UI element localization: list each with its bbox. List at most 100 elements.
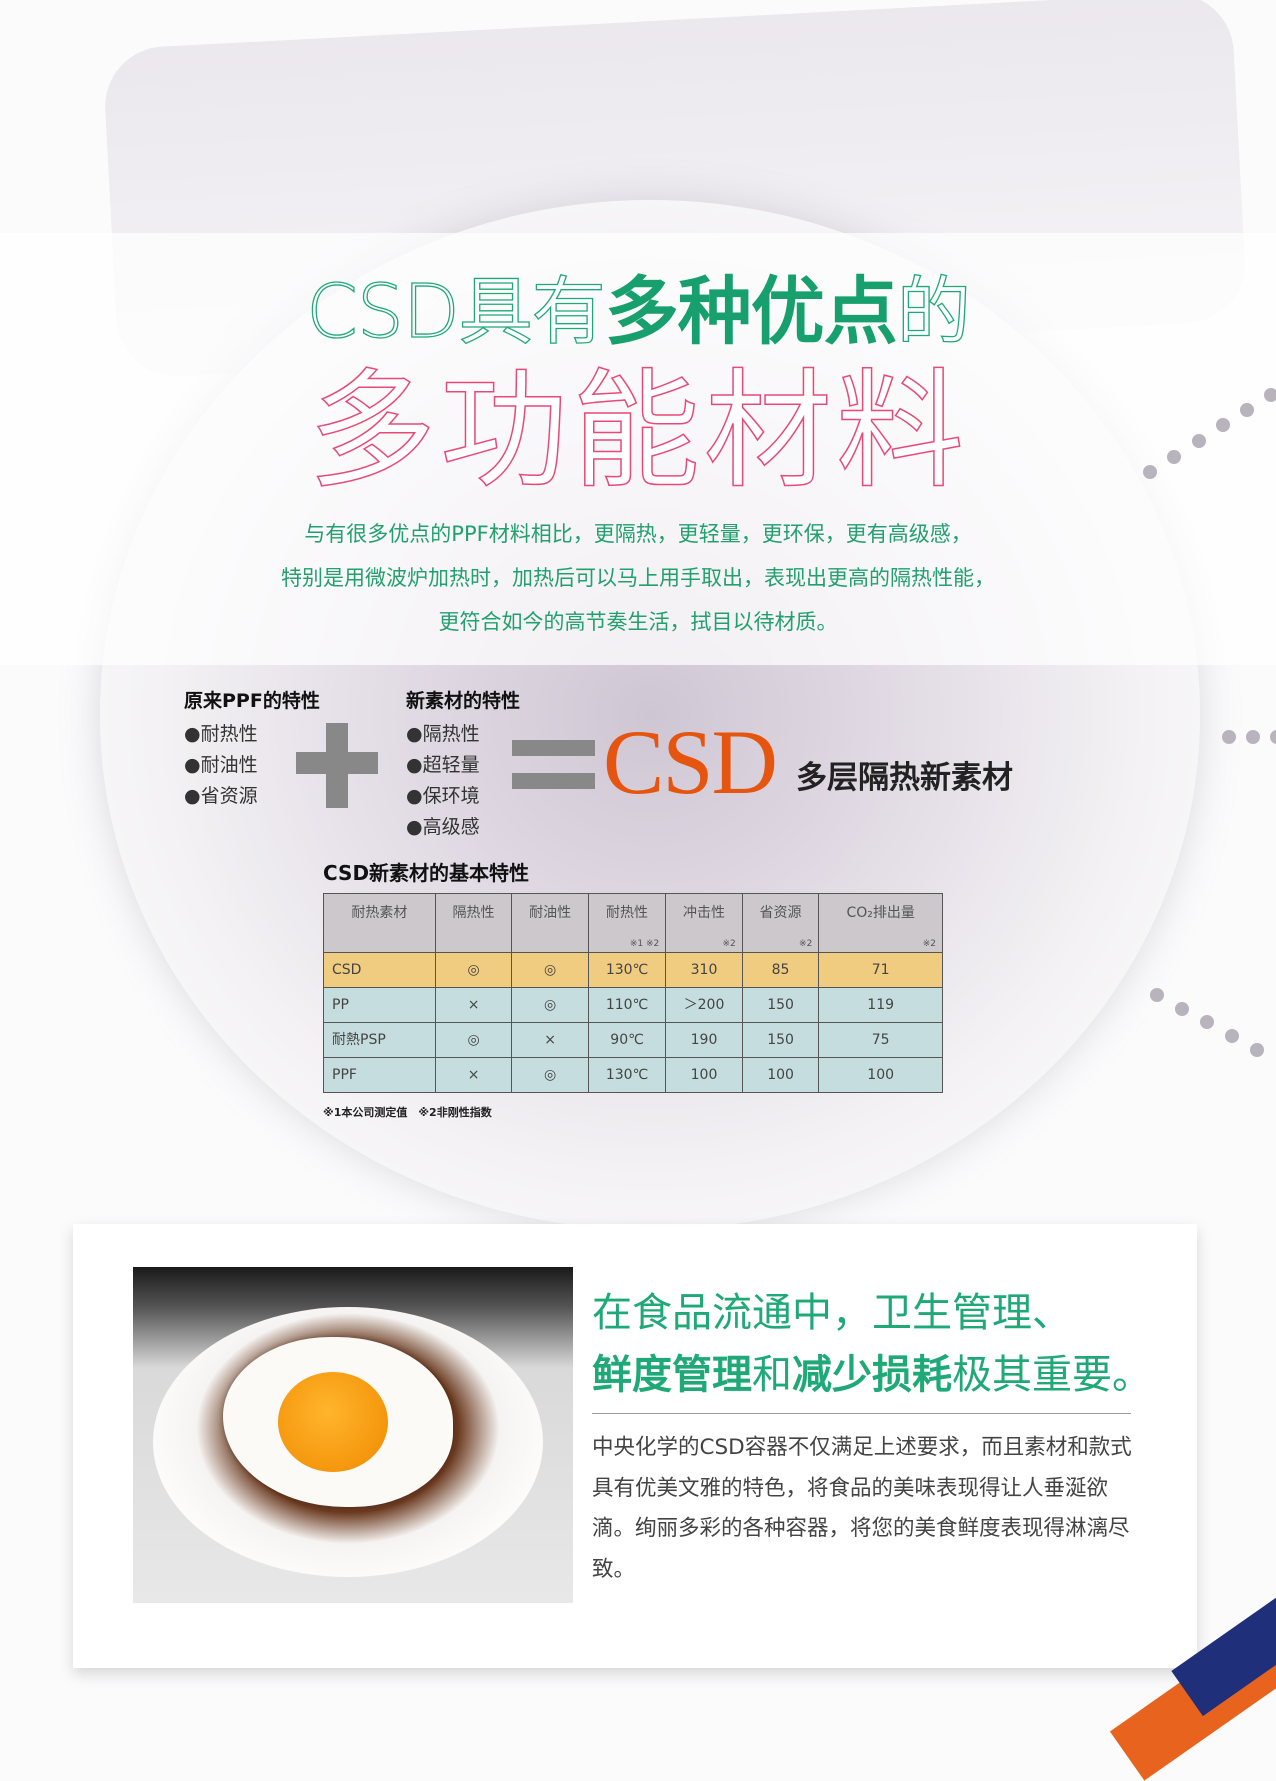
intro-line: 更符合如今的高节奏生活，拭目以待材质。 — [438, 610, 838, 634]
equals-icon — [512, 773, 595, 789]
header-cell: 冲击性 ※2 — [665, 893, 743, 953]
intro-line: 特别是用微波炉加热时，加热后可以马上用手取出，表现出更高的隔热性能， — [281, 566, 995, 590]
list-item: ●耐油性 — [184, 754, 258, 776]
dot — [1175, 1002, 1189, 1016]
dot — [1216, 418, 1230, 432]
table-cell: × — [511, 1022, 589, 1058]
table-cell: ◎ — [511, 1057, 589, 1093]
table-row: PP × ◎ 110℃ ＞200 150 119 — [323, 987, 943, 1023]
header-label: 耐热性 — [606, 905, 649, 921]
header-cell: 省资源 ※2 — [741, 893, 820, 953]
divider — [592, 1413, 1131, 1414]
table-cell: 310 — [665, 952, 743, 988]
table-cell: ＞200 — [665, 987, 743, 1023]
header-cell: 耐热性 ※1 ※2 — [587, 893, 667, 953]
table-cell: × — [434, 1057, 513, 1093]
old-properties: 原来PPF的特性 ●耐热性 ●耐油性 ●省资源 — [184, 686, 320, 812]
headline-line-2: 鲜度管理和减少损耗极其重要。 — [592, 1344, 1152, 1406]
dot — [1143, 465, 1157, 479]
table-cell: ◎ — [434, 1022, 513, 1058]
properties-table: 耐热素材 隔热性 耐油性 耐热性 ※1 ※2 冲击性 ※2 省资源 ※2 CO₂排出量… — [323, 893, 943, 1093]
header-cell: 耐热素材 — [323, 893, 436, 953]
dot — [1225, 1029, 1239, 1043]
table-cell: 75 — [818, 1022, 943, 1058]
list-item: ●保环境 — [406, 785, 480, 807]
list-item: ●超轻量 — [406, 754, 480, 776]
table-cell: 85 — [741, 952, 820, 988]
table-cell: 130℃ — [587, 1057, 667, 1093]
dot — [1150, 988, 1164, 1002]
header-label: 耐热素材 — [351, 905, 408, 921]
table-cell: 110℃ — [587, 987, 667, 1023]
headline-bold: 减少损耗 — [792, 1352, 952, 1398]
dot — [1192, 434, 1206, 448]
table-cell: PP — [323, 987, 436, 1023]
table-cell: × — [434, 987, 513, 1023]
header-cell: 隔热性 — [434, 893, 513, 953]
dot — [1167, 450, 1181, 464]
table-footnote: ※1本公司测定值 ※2非刚性指数 — [323, 1106, 492, 1119]
dot — [1200, 1015, 1214, 1029]
header-note: ※2 — [722, 939, 736, 949]
table-cell: 150 — [741, 1022, 820, 1058]
dot — [1246, 730, 1260, 744]
list-item: ●省资源 — [184, 785, 258, 807]
header-label: CO₂排出量 — [846, 905, 915, 921]
header-note: ※2 — [799, 939, 813, 949]
dot — [1264, 388, 1276, 402]
header-note: ※2 — [922, 939, 936, 949]
table-row: CSD ◎ ◎ 130℃ 310 85 71 — [323, 952, 943, 988]
list-item: ●耐热性 — [184, 723, 258, 745]
table-cell: 耐熱PSP — [323, 1022, 436, 1058]
table-cell: 100 — [818, 1057, 943, 1093]
intro-line: 与有很多优点的PPF材料相比，更隔热，更轻量，更环保，更有高级感， — [304, 522, 972, 546]
feature-headline: 在食品流通中，卫生管理、 鲜度管理和减少损耗极其重要。 — [592, 1282, 1152, 1406]
table-cell: 100 — [665, 1057, 743, 1093]
new-properties: 新素材的特性 ●隔热性 ●超轻量 ●保环境 ●高级感 — [406, 686, 520, 843]
headline-text: 和 — [752, 1352, 792, 1398]
dot — [1270, 730, 1276, 744]
equals-icon — [512, 740, 595, 756]
header-label: 省资源 — [759, 905, 802, 921]
table-row: 耐熱PSP ◎ × 90℃ 190 150 75 — [323, 1022, 943, 1058]
table-cell: 90℃ — [587, 1022, 667, 1058]
table-cell: ◎ — [434, 952, 513, 988]
title-band — [0, 233, 1276, 665]
table-cell: 130℃ — [587, 952, 667, 988]
table-header-row: 耐热素材 隔热性 耐油性 耐热性 ※1 ※2 冲击性 ※2 省资源 ※2 CO₂排出量… — [323, 893, 943, 953]
header-label: 冲击性 — [683, 905, 725, 921]
title-line-1: CSD具有多种优点的 — [0, 268, 1276, 356]
csd-logo-text: CSD — [603, 711, 778, 813]
headline-bold: 鲜度管理 — [592, 1352, 752, 1398]
header-label: 隔热性 — [452, 905, 495, 921]
header-cell: CO₂排出量 ※2 — [818, 893, 943, 953]
yolk-image — [278, 1372, 388, 1472]
header-label: 耐油性 — [529, 905, 572, 921]
header-cell: 耐油性 — [511, 893, 589, 953]
list-item: ●隔热性 — [406, 723, 480, 745]
title-bold: 多种优点 — [604, 269, 898, 355]
table-cell: ◎ — [511, 987, 589, 1023]
headline-line-1: 在食品流通中，卫生管理、 — [592, 1290, 1072, 1336]
title-suffix: 的 — [896, 268, 971, 355]
table-cell: 190 — [665, 1022, 743, 1058]
table-cell: 71 — [818, 952, 943, 988]
header-note: ※1 ※2 — [629, 939, 660, 949]
plus-icon — [326, 723, 348, 808]
dot — [1240, 403, 1254, 417]
table-cell: PPF — [323, 1057, 436, 1093]
table-row: PPF × ◎ 130℃ 100 100 100 — [323, 1057, 943, 1093]
dot — [1222, 730, 1236, 744]
feature-body: 中央化学的CSD容器不仅满足上述要求，而且素材和款式具有优美文雅的特色，将食品的… — [592, 1435, 1132, 1582]
list-item: ●高级感 — [406, 816, 480, 838]
title-line-2: 多功能材料 — [307, 357, 968, 506]
table-title: CSD新素材的基本特性 — [323, 861, 530, 885]
table-cell: 150 — [741, 987, 820, 1023]
food-photo — [133, 1267, 573, 1603]
old-properties-title: 原来PPF的特性 — [184, 690, 320, 712]
table-cell: 100 — [741, 1057, 820, 1093]
new-properties-title: 新素材的特性 — [406, 690, 521, 712]
title-prefix: CSD具有 — [306, 268, 607, 355]
dot — [1250, 1043, 1264, 1057]
table-cell: ◎ — [511, 952, 589, 988]
